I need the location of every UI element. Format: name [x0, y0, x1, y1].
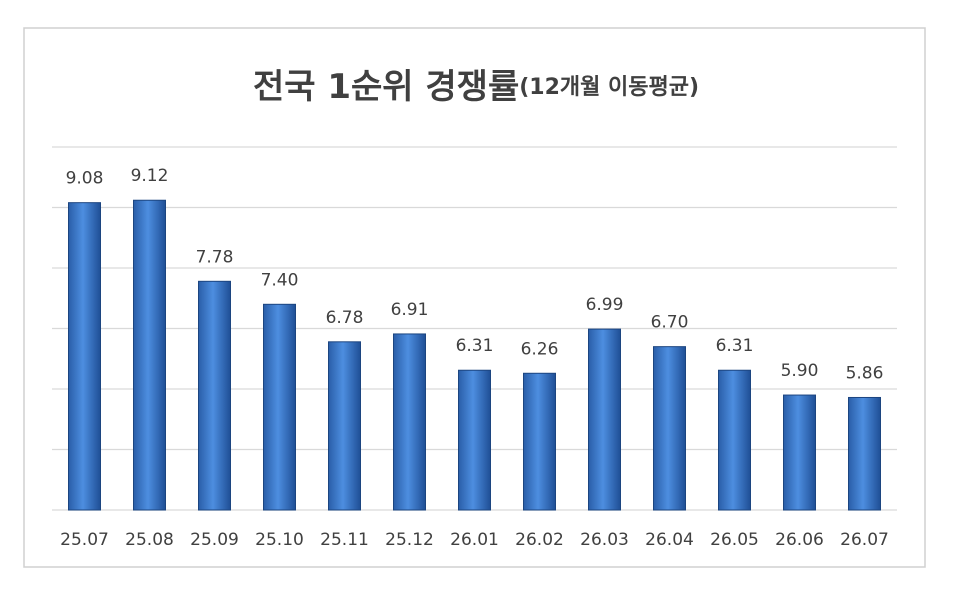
x-tick-label: 25.10	[255, 530, 304, 550]
value-label: 5.86	[846, 363, 884, 383]
value-label: 6.26	[521, 339, 559, 359]
x-tick-label: 26.06	[775, 530, 824, 550]
bar	[458, 369, 491, 511]
chart-subtitle: (12개월 이동평균)	[519, 75, 699, 100]
value-label: 9.08	[66, 169, 104, 189]
bar	[68, 202, 101, 511]
x-tick-label: 26.04	[645, 530, 694, 550]
value-label: 7.40	[261, 270, 299, 290]
value-label: 9.12	[131, 166, 169, 186]
x-tick-label: 25.07	[60, 530, 109, 550]
x-tick-label: 25.12	[385, 530, 434, 550]
x-tick-label: 26.01	[450, 530, 499, 550]
value-label: 6.91	[391, 300, 429, 320]
bar	[133, 199, 166, 511]
value-label: 6.78	[326, 308, 364, 328]
x-tick-label: 25.09	[190, 530, 239, 550]
x-tick-label: 26.02	[515, 530, 564, 550]
value-label: 6.31	[716, 336, 754, 356]
x-tick-label: 26.05	[710, 530, 759, 550]
bar	[198, 280, 231, 511]
x-tick-label: 25.08	[125, 530, 174, 550]
bar	[523, 372, 556, 511]
value-label: 6.99	[586, 295, 624, 315]
value-label: 6.31	[456, 336, 494, 356]
bar	[718, 369, 751, 511]
bar	[328, 341, 361, 511]
bar	[263, 303, 296, 511]
bar	[848, 396, 881, 511]
chart-title: 전국 1순위 경쟁률	[253, 67, 519, 107]
x-tick-label: 26.03	[580, 530, 629, 550]
value-label: 7.78	[196, 247, 234, 267]
value-label: 6.70	[651, 313, 689, 333]
value-label: 5.90	[781, 361, 819, 381]
bar	[783, 394, 816, 511]
x-tick-label: 25.11	[320, 530, 369, 550]
bar	[653, 346, 686, 511]
chart-title-group: 전국 1순위 경쟁률(12개월 이동평균)	[253, 67, 699, 107]
x-tick-label: 26.07	[840, 530, 889, 550]
bar	[588, 328, 621, 511]
bar	[393, 333, 426, 511]
